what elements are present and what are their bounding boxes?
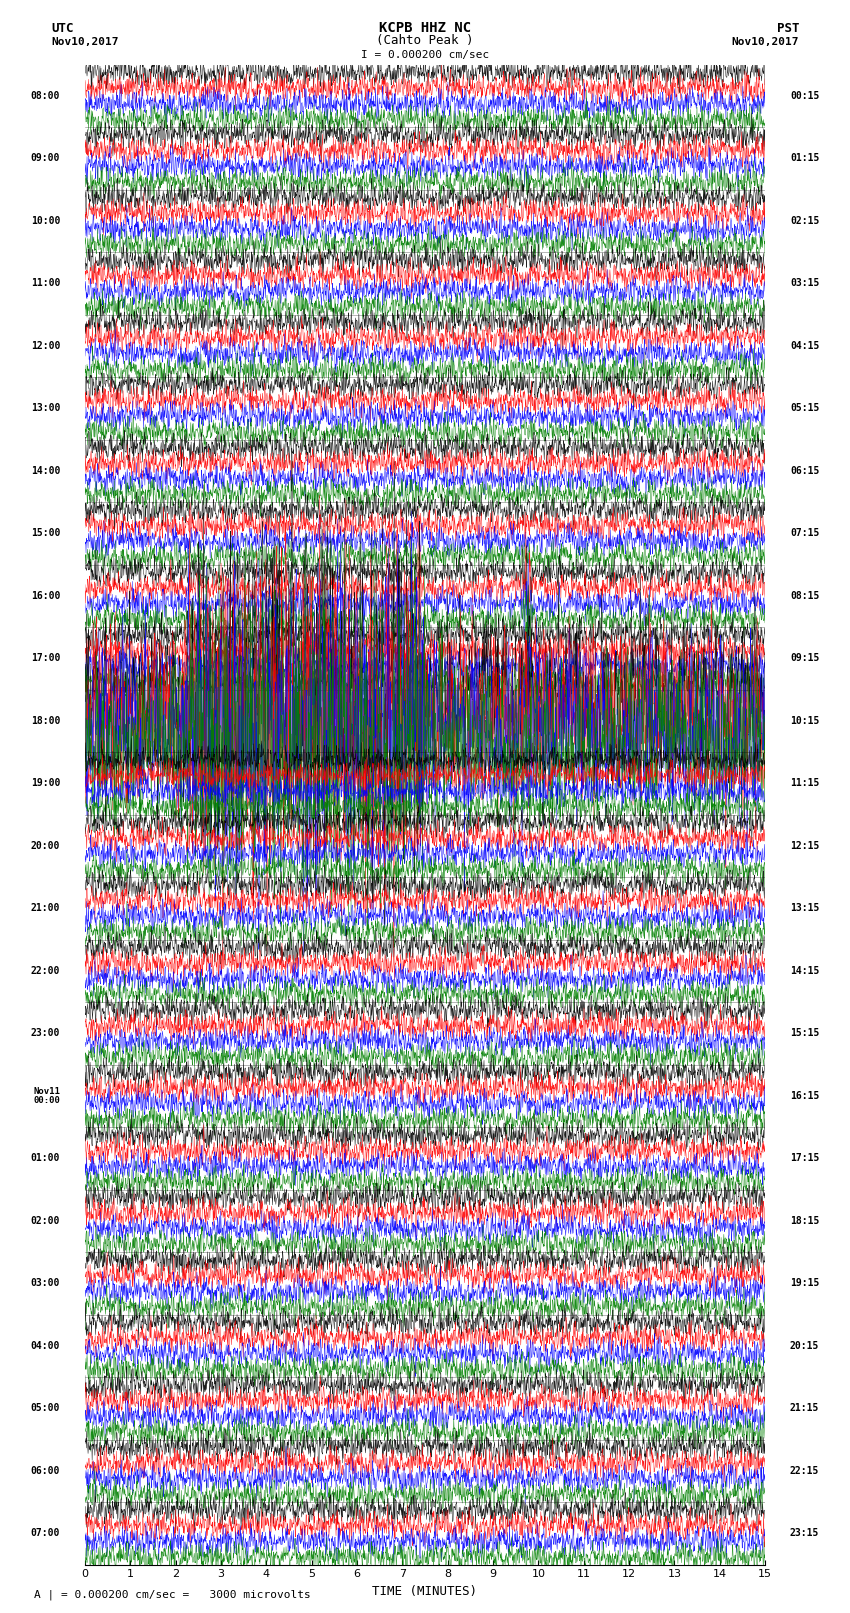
Text: 23:15: 23:15 <box>790 1529 819 1539</box>
Text: 07:15: 07:15 <box>790 529 819 539</box>
Text: 01:15: 01:15 <box>790 153 819 163</box>
Text: 22:15: 22:15 <box>790 1466 819 1476</box>
Text: 13:00: 13:00 <box>31 403 60 413</box>
Text: 17:15: 17:15 <box>790 1153 819 1163</box>
Text: 03:15: 03:15 <box>790 279 819 289</box>
Text: Nov10,2017: Nov10,2017 <box>51 37 118 47</box>
Text: 05:15: 05:15 <box>790 403 819 413</box>
Text: 17:00: 17:00 <box>31 653 60 663</box>
Text: 10:15: 10:15 <box>790 716 819 726</box>
Text: 00:15: 00:15 <box>790 90 819 100</box>
Text: 16:00: 16:00 <box>31 590 60 600</box>
Text: KCPB HHZ NC: KCPB HHZ NC <box>379 21 471 35</box>
X-axis label: TIME (MINUTES): TIME (MINUTES) <box>372 1586 478 1598</box>
Text: 19:00: 19:00 <box>31 779 60 789</box>
Text: 21:15: 21:15 <box>790 1403 819 1413</box>
Text: 23:00: 23:00 <box>31 1029 60 1039</box>
Text: 08:00: 08:00 <box>31 90 60 100</box>
Text: 11:15: 11:15 <box>790 779 819 789</box>
Text: 14:15: 14:15 <box>790 966 819 976</box>
Text: 20:15: 20:15 <box>790 1340 819 1350</box>
Text: 13:15: 13:15 <box>790 903 819 913</box>
Text: 05:00: 05:00 <box>31 1403 60 1413</box>
Text: 15:15: 15:15 <box>790 1029 819 1039</box>
Text: 22:00: 22:00 <box>31 966 60 976</box>
Text: 07:00: 07:00 <box>31 1529 60 1539</box>
Text: 02:15: 02:15 <box>790 216 819 226</box>
Text: 18:00: 18:00 <box>31 716 60 726</box>
Text: 19:15: 19:15 <box>790 1279 819 1289</box>
Text: 04:15: 04:15 <box>790 340 819 350</box>
Text: 12:00: 12:00 <box>31 340 60 350</box>
Text: UTC: UTC <box>51 23 73 35</box>
Text: 18:15: 18:15 <box>790 1216 819 1226</box>
Text: PST: PST <box>777 23 799 35</box>
Text: 14:00: 14:00 <box>31 466 60 476</box>
Text: 06:15: 06:15 <box>790 466 819 476</box>
Text: 04:00: 04:00 <box>31 1340 60 1350</box>
Text: Nov10,2017: Nov10,2017 <box>732 37 799 47</box>
Text: (Cahto Peak ): (Cahto Peak ) <box>377 34 473 47</box>
Text: 06:00: 06:00 <box>31 1466 60 1476</box>
Text: 00:00: 00:00 <box>33 1095 60 1105</box>
Text: 09:15: 09:15 <box>790 653 819 663</box>
Text: 16:15: 16:15 <box>790 1090 819 1100</box>
Text: I = 0.000200 cm/sec: I = 0.000200 cm/sec <box>361 50 489 60</box>
Text: 03:00: 03:00 <box>31 1279 60 1289</box>
Text: 10:00: 10:00 <box>31 216 60 226</box>
Text: 01:00: 01:00 <box>31 1153 60 1163</box>
Text: 15:00: 15:00 <box>31 529 60 539</box>
Text: A | = 0.000200 cm/sec =   3000 microvolts: A | = 0.000200 cm/sec = 3000 microvolts <box>34 1589 311 1600</box>
Text: 08:15: 08:15 <box>790 590 819 600</box>
Text: 12:15: 12:15 <box>790 840 819 850</box>
Text: Nov11: Nov11 <box>33 1087 60 1095</box>
Text: 02:00: 02:00 <box>31 1216 60 1226</box>
Text: 21:00: 21:00 <box>31 903 60 913</box>
Text: 20:00: 20:00 <box>31 840 60 850</box>
Text: 09:00: 09:00 <box>31 153 60 163</box>
Text: 11:00: 11:00 <box>31 279 60 289</box>
